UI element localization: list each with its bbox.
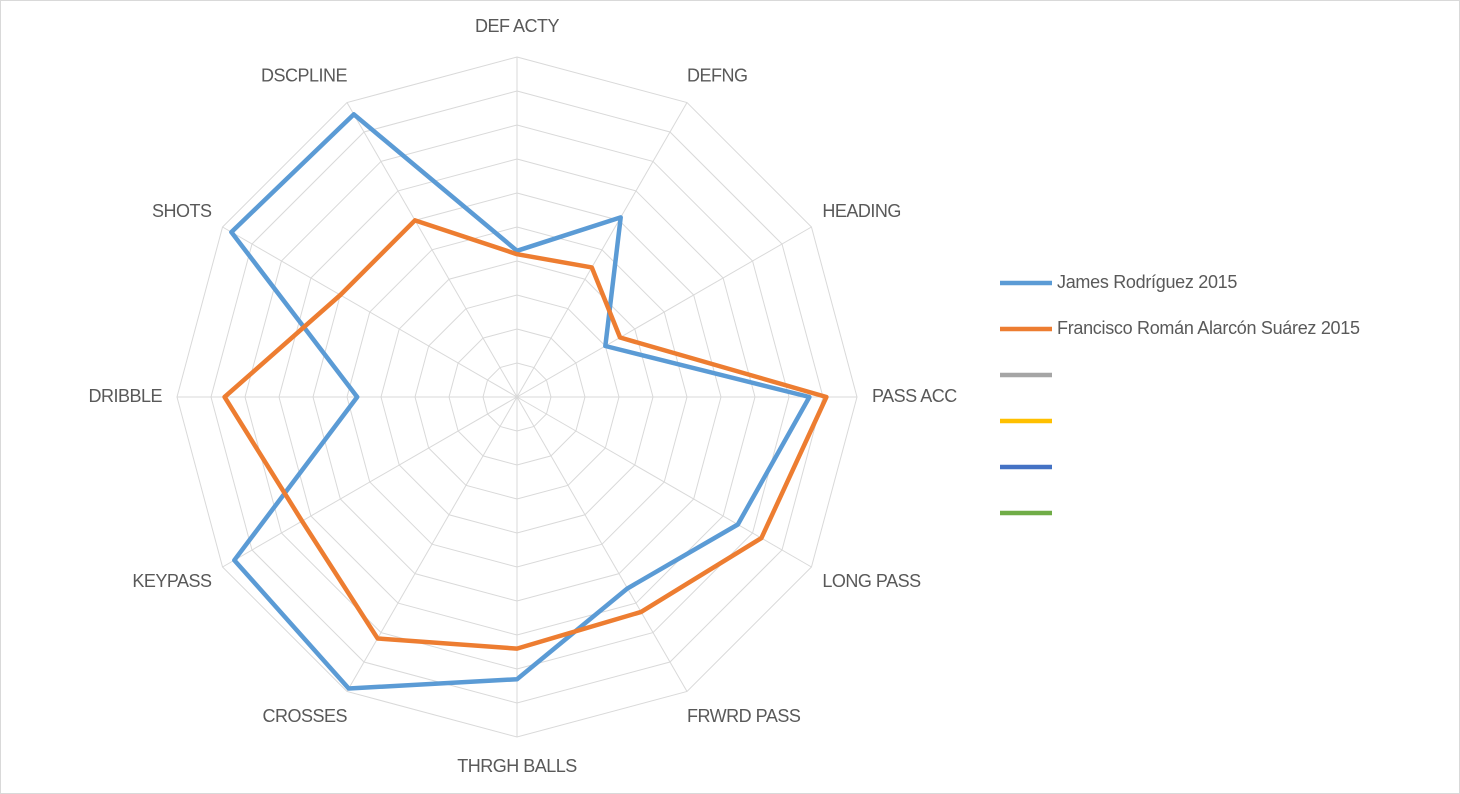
- spoke: [516, 102, 688, 398]
- axis-label: CROSSES: [262, 706, 347, 726]
- axis-label: DSCPLINE: [261, 65, 348, 85]
- spoke: [222, 226, 518, 398]
- legend-label: Francisco Román Alarcón Suárez 2015: [1057, 318, 1360, 338]
- spoke: [346, 102, 518, 398]
- axis-label: LONG PASS: [822, 571, 921, 591]
- axis-label: DRIBBLE: [88, 386, 162, 406]
- axis-label: DEFNG: [687, 65, 748, 85]
- spoke: [222, 396, 518, 568]
- legend-label: James Rodríguez 2015: [1057, 272, 1237, 292]
- axis-label: HEADING: [822, 201, 901, 221]
- spoke: [516, 396, 688, 692]
- series-line: [229, 112, 812, 691]
- axis-label: DEF ACTY: [475, 16, 560, 36]
- axis-label: PASS ACC: [872, 386, 957, 406]
- axis-label: SHOTS: [152, 201, 212, 221]
- axis-label: KEYPASS: [132, 571, 212, 591]
- spoke: [516, 226, 812, 398]
- axis-label: THRGH BALLS: [457, 756, 577, 776]
- series-line: [222, 218, 829, 651]
- spoke: [346, 396, 518, 692]
- axis-label: FRWRD PASS: [687, 706, 801, 726]
